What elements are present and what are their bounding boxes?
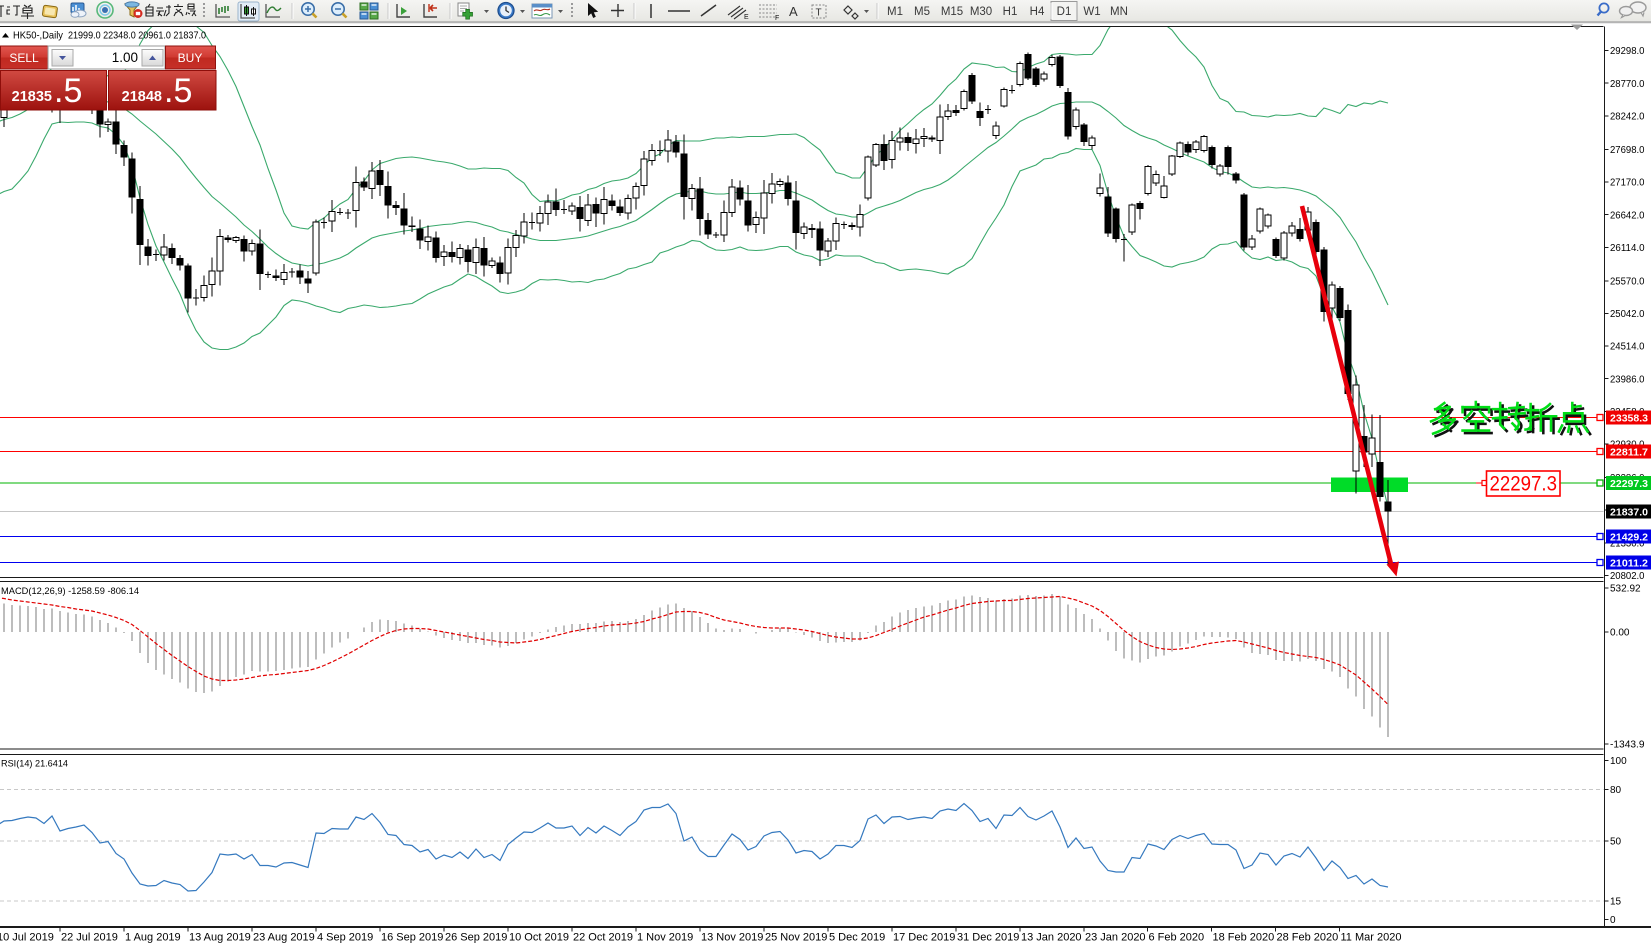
svg-text:23986.0: 23986.0 (1610, 375, 1645, 386)
svg-text:21837.0: 21837.0 (1610, 507, 1648, 519)
svg-text:BUY: BUY (178, 51, 203, 65)
svg-text:21011.2: 21011.2 (1610, 558, 1648, 570)
svg-text:22 Oct 2019: 22 Oct 2019 (573, 932, 633, 944)
svg-text:20802.0: 20802.0 (1610, 571, 1645, 582)
svg-text:532.92: 532.92 (1610, 584, 1641, 595)
svg-text:13 Aug 2019: 13 Aug 2019 (189, 932, 251, 944)
svg-text:10 Oct 2019: 10 Oct 2019 (509, 932, 569, 944)
svg-text:M5: M5 (914, 6, 930, 18)
svg-text:28242.0: 28242.0 (1610, 112, 1645, 123)
svg-text:100: 100 (1610, 756, 1627, 767)
svg-text:F: F (775, 15, 779, 22)
svg-text:13 Jan 2020: 13 Jan 2020 (1021, 932, 1082, 944)
svg-text:21330.0: 21330.0 (1610, 539, 1645, 550)
svg-text:T: T (816, 8, 822, 19)
svg-text:W1: W1 (1083, 6, 1100, 18)
svg-text:0: 0 (1610, 915, 1616, 926)
svg-text:50: 50 (1610, 837, 1622, 848)
svg-text:13 Nov 2019: 13 Nov 2019 (701, 932, 763, 944)
svg-text:21429.2: 21429.2 (1610, 532, 1648, 544)
svg-text:23 Jan 2020: 23 Jan 2020 (1085, 932, 1146, 944)
svg-text:E: E (744, 14, 749, 21)
svg-text:4 Sep 2019: 4 Sep 2019 (317, 932, 373, 944)
svg-text:22 Jul 2019: 22 Jul 2019 (61, 932, 118, 944)
svg-text:22297.3: 22297.3 (1610, 478, 1648, 490)
svg-text:15: 15 (1610, 897, 1622, 908)
svg-text:16 Sep 2019: 16 Sep 2019 (381, 932, 443, 944)
svg-text:1.00: 1.00 (112, 50, 138, 65)
svg-text:1 Aug 2019: 1 Aug 2019 (125, 932, 181, 944)
svg-text:26 Sep 2019: 26 Sep 2019 (445, 932, 507, 944)
svg-text:M1: M1 (887, 6, 903, 18)
svg-text:31 Dec 2019: 31 Dec 2019 (957, 932, 1019, 944)
svg-text:22297.3: 22297.3 (1490, 472, 1558, 496)
svg-text:5 Dec 2019: 5 Dec 2019 (829, 932, 885, 944)
svg-text:H1: H1 (1003, 6, 1018, 18)
svg-text:28 Feb 2020: 28 Feb 2020 (1277, 932, 1339, 944)
svg-text:RSI(14) 21.6414: RSI(14) 21.6414 (1, 759, 68, 770)
svg-text:29298.0: 29298.0 (1610, 46, 1645, 57)
svg-text:11 Mar 2020: 11 Mar 2020 (1341, 932, 1402, 944)
svg-text:23358.3: 23358.3 (1610, 413, 1648, 425)
svg-text:.5: .5 (164, 72, 192, 110)
svg-text:HK50-,Daily: HK50-,Daily (13, 30, 64, 42)
svg-text:18 Feb 2020: 18 Feb 2020 (1213, 932, 1275, 944)
svg-text:H4: H4 (1030, 6, 1045, 18)
svg-text:24514.0: 24514.0 (1610, 342, 1645, 353)
svg-text:SELL: SELL (9, 51, 39, 65)
svg-text:MACD(12,26,9) -1258.59 -806.14: MACD(12,26,9) -1258.59 -806.14 (1, 586, 139, 597)
svg-text:6 Feb 2020: 6 Feb 2020 (1149, 932, 1205, 944)
svg-text:80: 80 (1610, 785, 1622, 796)
svg-text:26642.0: 26642.0 (1610, 211, 1645, 222)
svg-text:27698.0: 27698.0 (1610, 145, 1645, 156)
svg-text:28770.0: 28770.0 (1610, 79, 1645, 90)
svg-text:D1: D1 (1057, 6, 1072, 18)
svg-text:21848: 21848 (122, 89, 162, 105)
svg-text:MN: MN (1110, 6, 1128, 18)
svg-text:25042.0: 25042.0 (1610, 309, 1645, 320)
svg-text:1 Nov 2019: 1 Nov 2019 (637, 932, 693, 944)
svg-text:M15: M15 (941, 6, 963, 18)
svg-text:M30: M30 (970, 6, 992, 18)
svg-text:22811.7: 22811.7 (1610, 447, 1648, 459)
svg-text:23 Aug 2019: 23 Aug 2019 (253, 932, 315, 944)
svg-text:21999.0 22348.0 20961.0 21837.: 21999.0 22348.0 20961.0 21837.0 (68, 30, 206, 42)
svg-text:25570.0: 25570.0 (1610, 277, 1645, 288)
svg-text:21835: 21835 (12, 89, 52, 105)
svg-text:10 Jul 2019: 10 Jul 2019 (0, 932, 54, 944)
svg-text:.5: .5 (54, 72, 82, 110)
svg-text:26114.0: 26114.0 (1610, 243, 1645, 254)
svg-text:27170.0: 27170.0 (1610, 178, 1645, 189)
svg-text:0.00: 0.00 (1610, 628, 1630, 639)
svg-text:25 Nov 2019: 25 Nov 2019 (765, 932, 827, 944)
svg-text:17 Dec 2019: 17 Dec 2019 (893, 932, 955, 944)
svg-text:A: A (789, 4, 798, 19)
svg-text:-1343.9: -1343.9 (1610, 740, 1645, 751)
